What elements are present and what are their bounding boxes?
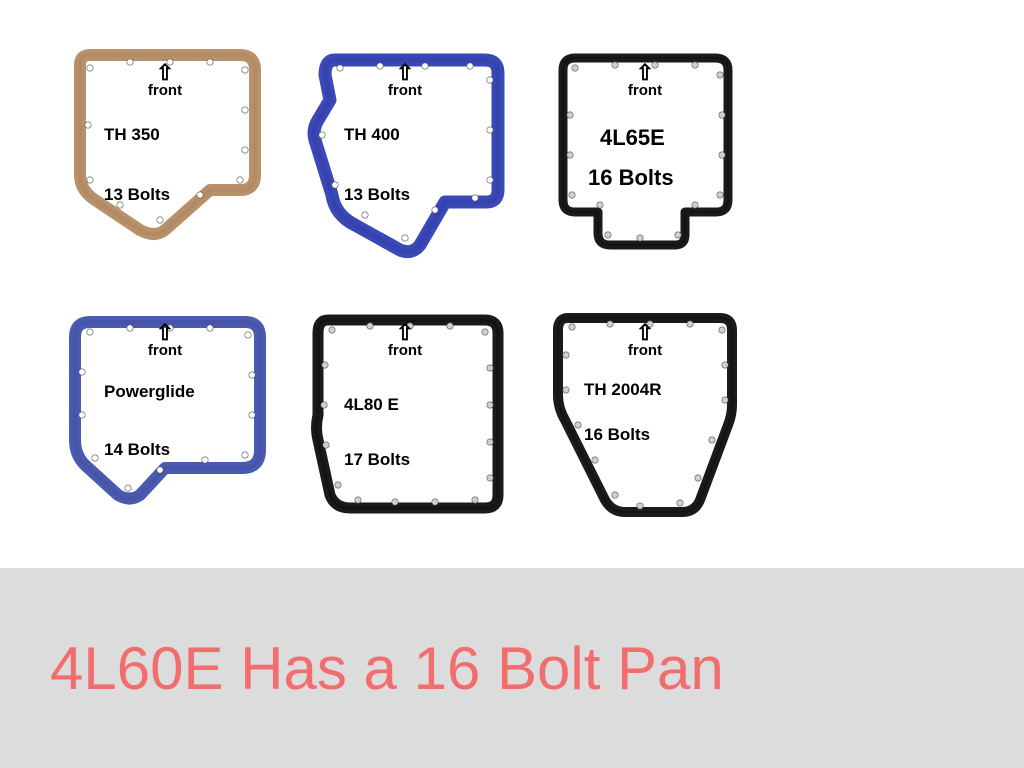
caption-text: 4L60E Has a 16 Bolt Pan <box>50 634 724 703</box>
gasket-4l65e: ⇧front4L65E16 Bolts <box>540 40 750 270</box>
caption-bar: 4L60E Has a 16 Bolt Pan <box>0 568 1024 768</box>
gasket-th2004r: ⇧frontTH 2004R16 Bolts <box>540 300 750 530</box>
gasket-grid: ⇧frontTH 35013 Bolts⇧frontTH 40013 Bolts… <box>60 40 984 530</box>
gasket-outline-powerglide <box>60 300 270 530</box>
gasket-outline-4l80e <box>300 300 510 530</box>
gasket-th400: ⇧frontTH 40013 Bolts <box>300 40 510 270</box>
gasket-outline-th400 <box>300 40 510 270</box>
gasket-outline-4l65e <box>540 40 750 270</box>
gasket-4l80e: ⇧front4L80 E17 Bolts <box>300 300 510 530</box>
gasket-outline-th2004r <box>540 300 750 530</box>
gasket-outline-th350 <box>60 40 270 270</box>
gasket-th350: ⇧frontTH 35013 Bolts <box>60 40 270 270</box>
gasket-powerglide: ⇧frontPowerglide14 Bolts <box>60 300 270 530</box>
